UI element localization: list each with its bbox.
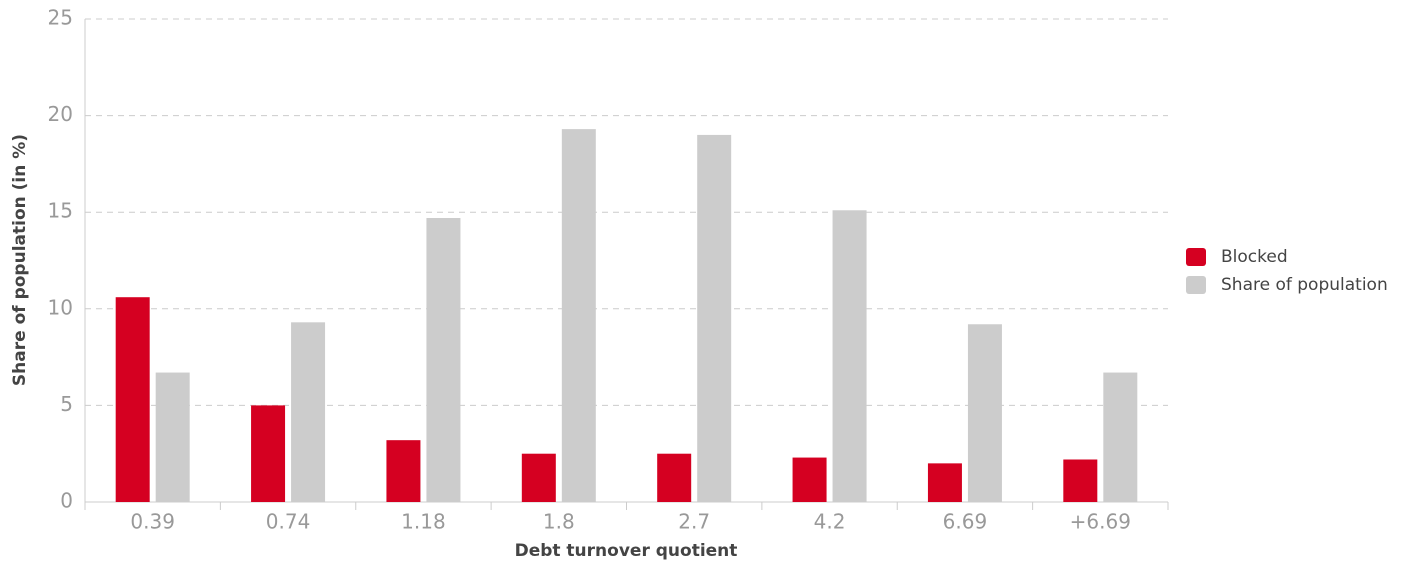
y-tick-label: 15 [48, 199, 73, 223]
bar [561, 129, 596, 502]
x-tick-label: 4.2 [814, 510, 846, 534]
x-tick-label: 1.8 [543, 510, 575, 534]
y-tick-label: 0 [60, 489, 73, 513]
bar [386, 440, 421, 502]
y-tick-label: 5 [60, 392, 73, 416]
bar [521, 453, 556, 502]
x-tick-label: 1.18 [401, 510, 446, 534]
bar [1063, 459, 1098, 502]
bar [792, 457, 827, 502]
bar [832, 210, 867, 502]
bar [291, 322, 326, 502]
x-tick-label: 0.74 [266, 510, 311, 534]
x-tick-label: 0.39 [130, 510, 175, 534]
bar [967, 324, 1002, 502]
legend-swatch [1186, 248, 1206, 266]
y-tick-label: 10 [48, 295, 73, 319]
y-tick-label: 25 [48, 6, 73, 30]
y-axis-label: Share of population (in %) [10, 134, 30, 386]
legend-label: Blocked [1221, 247, 1288, 267]
legend-label: Share of population [1221, 275, 1388, 295]
bar [927, 463, 962, 502]
legend-swatch [1186, 276, 1206, 294]
x-tick-label: +6.69 [1070, 510, 1131, 534]
bar [155, 372, 190, 502]
y-tick-label: 20 [48, 102, 73, 126]
x-tick-label: 2.7 [678, 510, 710, 534]
x-axis-label: Debt turnover quotient [515, 541, 738, 561]
x-tick-label: 6.69 [943, 510, 988, 534]
bar [426, 217, 461, 502]
bar [1103, 372, 1138, 502]
bar [251, 405, 286, 502]
bar [115, 297, 150, 502]
bar [657, 453, 692, 502]
bar [697, 134, 732, 503]
